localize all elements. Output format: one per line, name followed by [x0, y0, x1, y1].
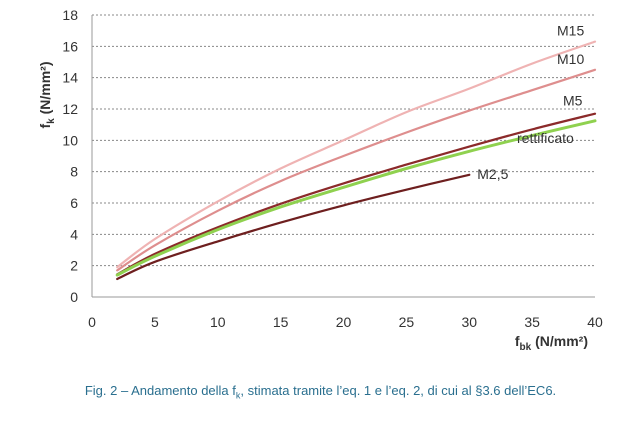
series-line-m15 [116, 40, 597, 269]
y-tick-label: 0 [70, 289, 78, 305]
y-tick-label: 2 [70, 258, 78, 274]
x-tick-label: 10 [210, 314, 226, 330]
series-line-m2-5 [116, 173, 471, 281]
series-label-m2-5: M2,5 [477, 166, 508, 182]
y-tick-label: 10 [62, 132, 78, 148]
x-tick-label: 40 [587, 314, 603, 330]
y-tick-label: 4 [70, 226, 78, 242]
series-label-m10: M10 [557, 51, 584, 67]
caption-prefix: Fig. 2 – Andamento della f [84, 383, 236, 398]
series-line-m5 [116, 112, 597, 276]
series-line-rettificato [115, 119, 597, 277]
series-label-m15: M15 [557, 23, 584, 39]
series-lines [115, 40, 597, 281]
y-axis-label: fk (N/mm²) [37, 61, 57, 128]
y-tick-label: 14 [62, 70, 78, 86]
axes [91, 15, 595, 298]
caption-subscript: k [235, 390, 241, 401]
x-tick-label: 30 [461, 314, 477, 330]
y-tick-label: 16 [62, 38, 78, 54]
x-tick-label: 20 [336, 314, 352, 330]
y-tick-label: 12 [62, 101, 78, 117]
series-label-m5: M5 [563, 93, 583, 109]
x-tick-label: 25 [399, 314, 415, 330]
x-tick-label: 0 [88, 314, 96, 330]
y-tick-label: 8 [70, 164, 78, 180]
x-tick-label: 5 [151, 314, 159, 330]
y-tick-label: 6 [70, 195, 78, 211]
y-tick-label: 18 [62, 7, 78, 23]
caption-suffix: , stimata tramite l’eq. 1 e l’eq. 2, di … [240, 383, 557, 398]
x-tick-label: 35 [524, 314, 540, 330]
series-label-rettificato: rettificato [517, 130, 574, 146]
tick-labels: 0 2 4 6 8 10 12 14 16 18 0 5 10 15 20 25 30 35 40 [62, 7, 603, 330]
x-tick-label: 15 [273, 314, 289, 330]
series-labels: M15 M10 M5 rettificato M2,5 [477, 23, 584, 182]
x-axis-label: fbk (N/mm²) [515, 333, 588, 353]
series-line-m10 [116, 68, 597, 272]
figure-caption: Fig. 2 – Andamento della fk, stimata tra… [0, 383, 641, 401]
